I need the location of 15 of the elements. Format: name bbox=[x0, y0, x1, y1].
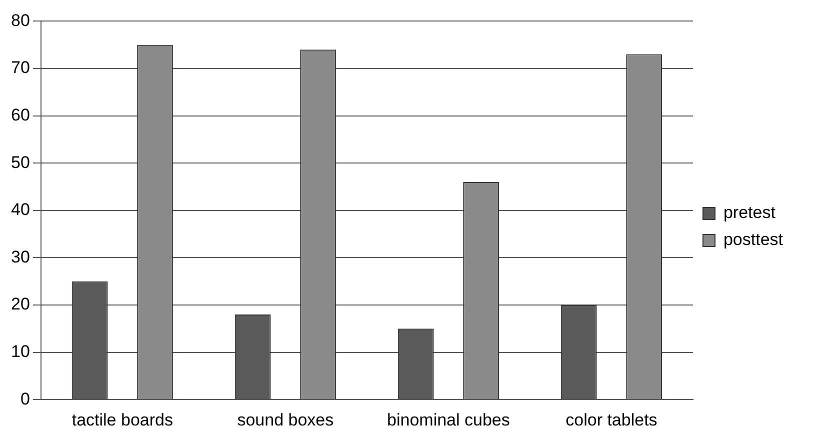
x-tick-label: color tablets bbox=[566, 410, 658, 430]
y-tick-label: 60 bbox=[10, 105, 30, 124]
y-tick-label: 20 bbox=[10, 294, 30, 314]
y-tick-label: 40 bbox=[10, 200, 30, 220]
legend-label: pretest bbox=[723, 203, 776, 222]
x-tick-label: tactile boards bbox=[72, 410, 173, 430]
y-tick-label: 0 bbox=[20, 389, 30, 408]
x-tick-label: sound boxes bbox=[237, 410, 334, 430]
y-tick-label: 50 bbox=[10, 152, 30, 172]
legend-label: posttest bbox=[723, 230, 784, 250]
y-tick-label: 80 bbox=[10, 10, 30, 30]
x-tick-label: binominal cubes bbox=[387, 410, 510, 430]
y-tick-label: 30 bbox=[10, 247, 30, 266]
y-tick-label: 70 bbox=[10, 58, 30, 78]
y-tick-label: 10 bbox=[10, 342, 30, 361]
